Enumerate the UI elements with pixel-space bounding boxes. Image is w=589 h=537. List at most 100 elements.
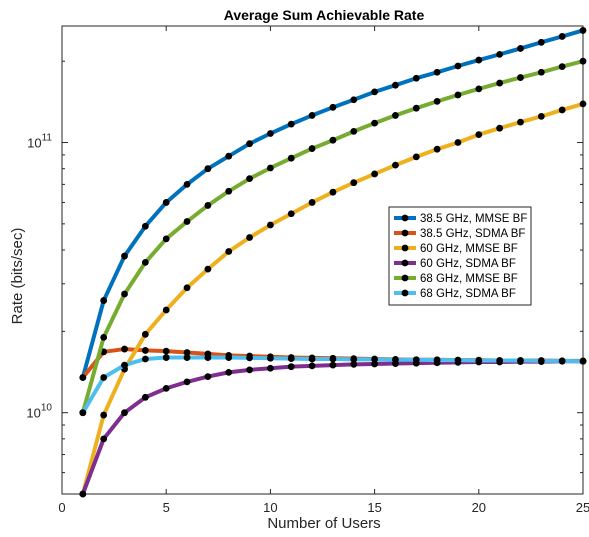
data-point <box>517 118 524 126</box>
data-point <box>350 355 358 363</box>
data-point <box>204 265 212 273</box>
data-point <box>121 345 128 353</box>
data-point <box>558 106 566 114</box>
data-point <box>579 27 587 34</box>
data-point <box>225 152 233 160</box>
data-point <box>121 252 128 260</box>
x-tick-label: 0 <box>58 500 65 515</box>
data-point <box>308 145 316 152</box>
data-point <box>204 165 212 173</box>
data-point <box>121 361 128 369</box>
data-point <box>204 202 212 209</box>
data-point <box>454 91 462 99</box>
data-point <box>579 357 587 365</box>
data-point <box>475 85 483 93</box>
data-point <box>412 104 420 112</box>
chart-title: Average Sum Achievable Rate <box>224 7 425 23</box>
data-point <box>475 56 483 64</box>
x-tick-label: 5 <box>163 500 170 515</box>
data-point <box>287 154 295 162</box>
data-point <box>246 354 253 362</box>
data-point <box>100 411 108 419</box>
legend-marker <box>401 289 409 297</box>
data-point <box>246 366 253 374</box>
x-axis: 0 5 10 15 20 25 <box>58 26 589 515</box>
data-point <box>558 33 566 40</box>
data-point <box>329 136 337 144</box>
legend-marker <box>401 214 409 222</box>
data-point <box>287 363 295 371</box>
series-group <box>79 27 587 498</box>
data-point <box>308 355 316 363</box>
data-point <box>496 357 504 364</box>
data-point <box>141 347 149 354</box>
data-point <box>517 45 524 52</box>
data-point <box>496 79 504 87</box>
data-point <box>329 103 337 111</box>
y-tick-label: 1010 <box>26 403 52 421</box>
data-point <box>121 290 128 298</box>
data-point <box>350 179 358 187</box>
data-point <box>162 306 170 314</box>
series-6 <box>79 354 587 417</box>
legend-marker <box>401 259 409 267</box>
data-point <box>141 355 149 363</box>
data-point <box>308 112 316 119</box>
data-point <box>392 81 399 89</box>
data-point <box>371 88 378 96</box>
data-point <box>392 112 399 119</box>
data-point <box>287 355 295 363</box>
data-point <box>412 356 420 364</box>
legend-label: 68 GHz, SDMA BF <box>420 288 516 300</box>
data-point <box>79 490 87 498</box>
data-point <box>558 63 566 71</box>
data-point <box>267 364 274 372</box>
data-point <box>204 373 212 380</box>
data-point <box>100 333 108 341</box>
data-point <box>412 74 420 82</box>
data-point <box>141 258 149 266</box>
data-point <box>141 222 149 230</box>
series-1 <box>79 27 587 381</box>
data-point <box>162 199 170 206</box>
data-point <box>558 357 566 365</box>
data-point <box>517 74 524 81</box>
data-point <box>225 354 233 361</box>
data-point <box>267 354 274 362</box>
legend-item: 60 GHz, SDMA BF <box>394 258 516 270</box>
data-point <box>183 354 191 361</box>
x-tick-label: 25 <box>576 500 589 515</box>
legend-item: 38.5 GHz, MMSE BF <box>394 213 527 225</box>
data-point <box>183 378 191 386</box>
y-axis: 1010 1011 <box>26 60 583 495</box>
x-tick-label: 20 <box>472 500 486 515</box>
data-point <box>537 357 545 365</box>
legend-label: 60 GHz, MMSE BF <box>420 243 518 255</box>
data-point <box>246 175 253 183</box>
data-point <box>371 170 378 178</box>
data-point <box>183 218 191 225</box>
legend-marker <box>401 274 409 282</box>
data-point <box>100 297 108 304</box>
legend-marker <box>401 244 409 252</box>
data-point <box>141 330 149 338</box>
data-point <box>537 38 545 46</box>
data-point <box>162 354 170 361</box>
legend: 38.5 GHz, MMSE BF 38.5 GHz, SDMA BF 60 GHz… <box>388 206 532 306</box>
data-point <box>308 362 316 370</box>
data-point <box>141 393 149 401</box>
data-point <box>267 164 274 172</box>
data-point <box>433 68 441 76</box>
data-point <box>579 100 587 108</box>
legend-item: 60 GHz, MMSE BF <box>394 243 518 255</box>
legend-label: 60 GHz, SDMA BF <box>420 258 516 270</box>
y-axis-label: Rate (bits/sec) <box>9 228 26 325</box>
x-tick-label: 10 <box>263 500 277 515</box>
series-5 <box>79 57 587 417</box>
legend-box <box>388 206 532 306</box>
legend-label: 38.5 GHz, MMSE BF <box>420 213 527 225</box>
data-point <box>267 221 274 229</box>
data-point <box>287 210 295 218</box>
data-point <box>225 248 233 255</box>
